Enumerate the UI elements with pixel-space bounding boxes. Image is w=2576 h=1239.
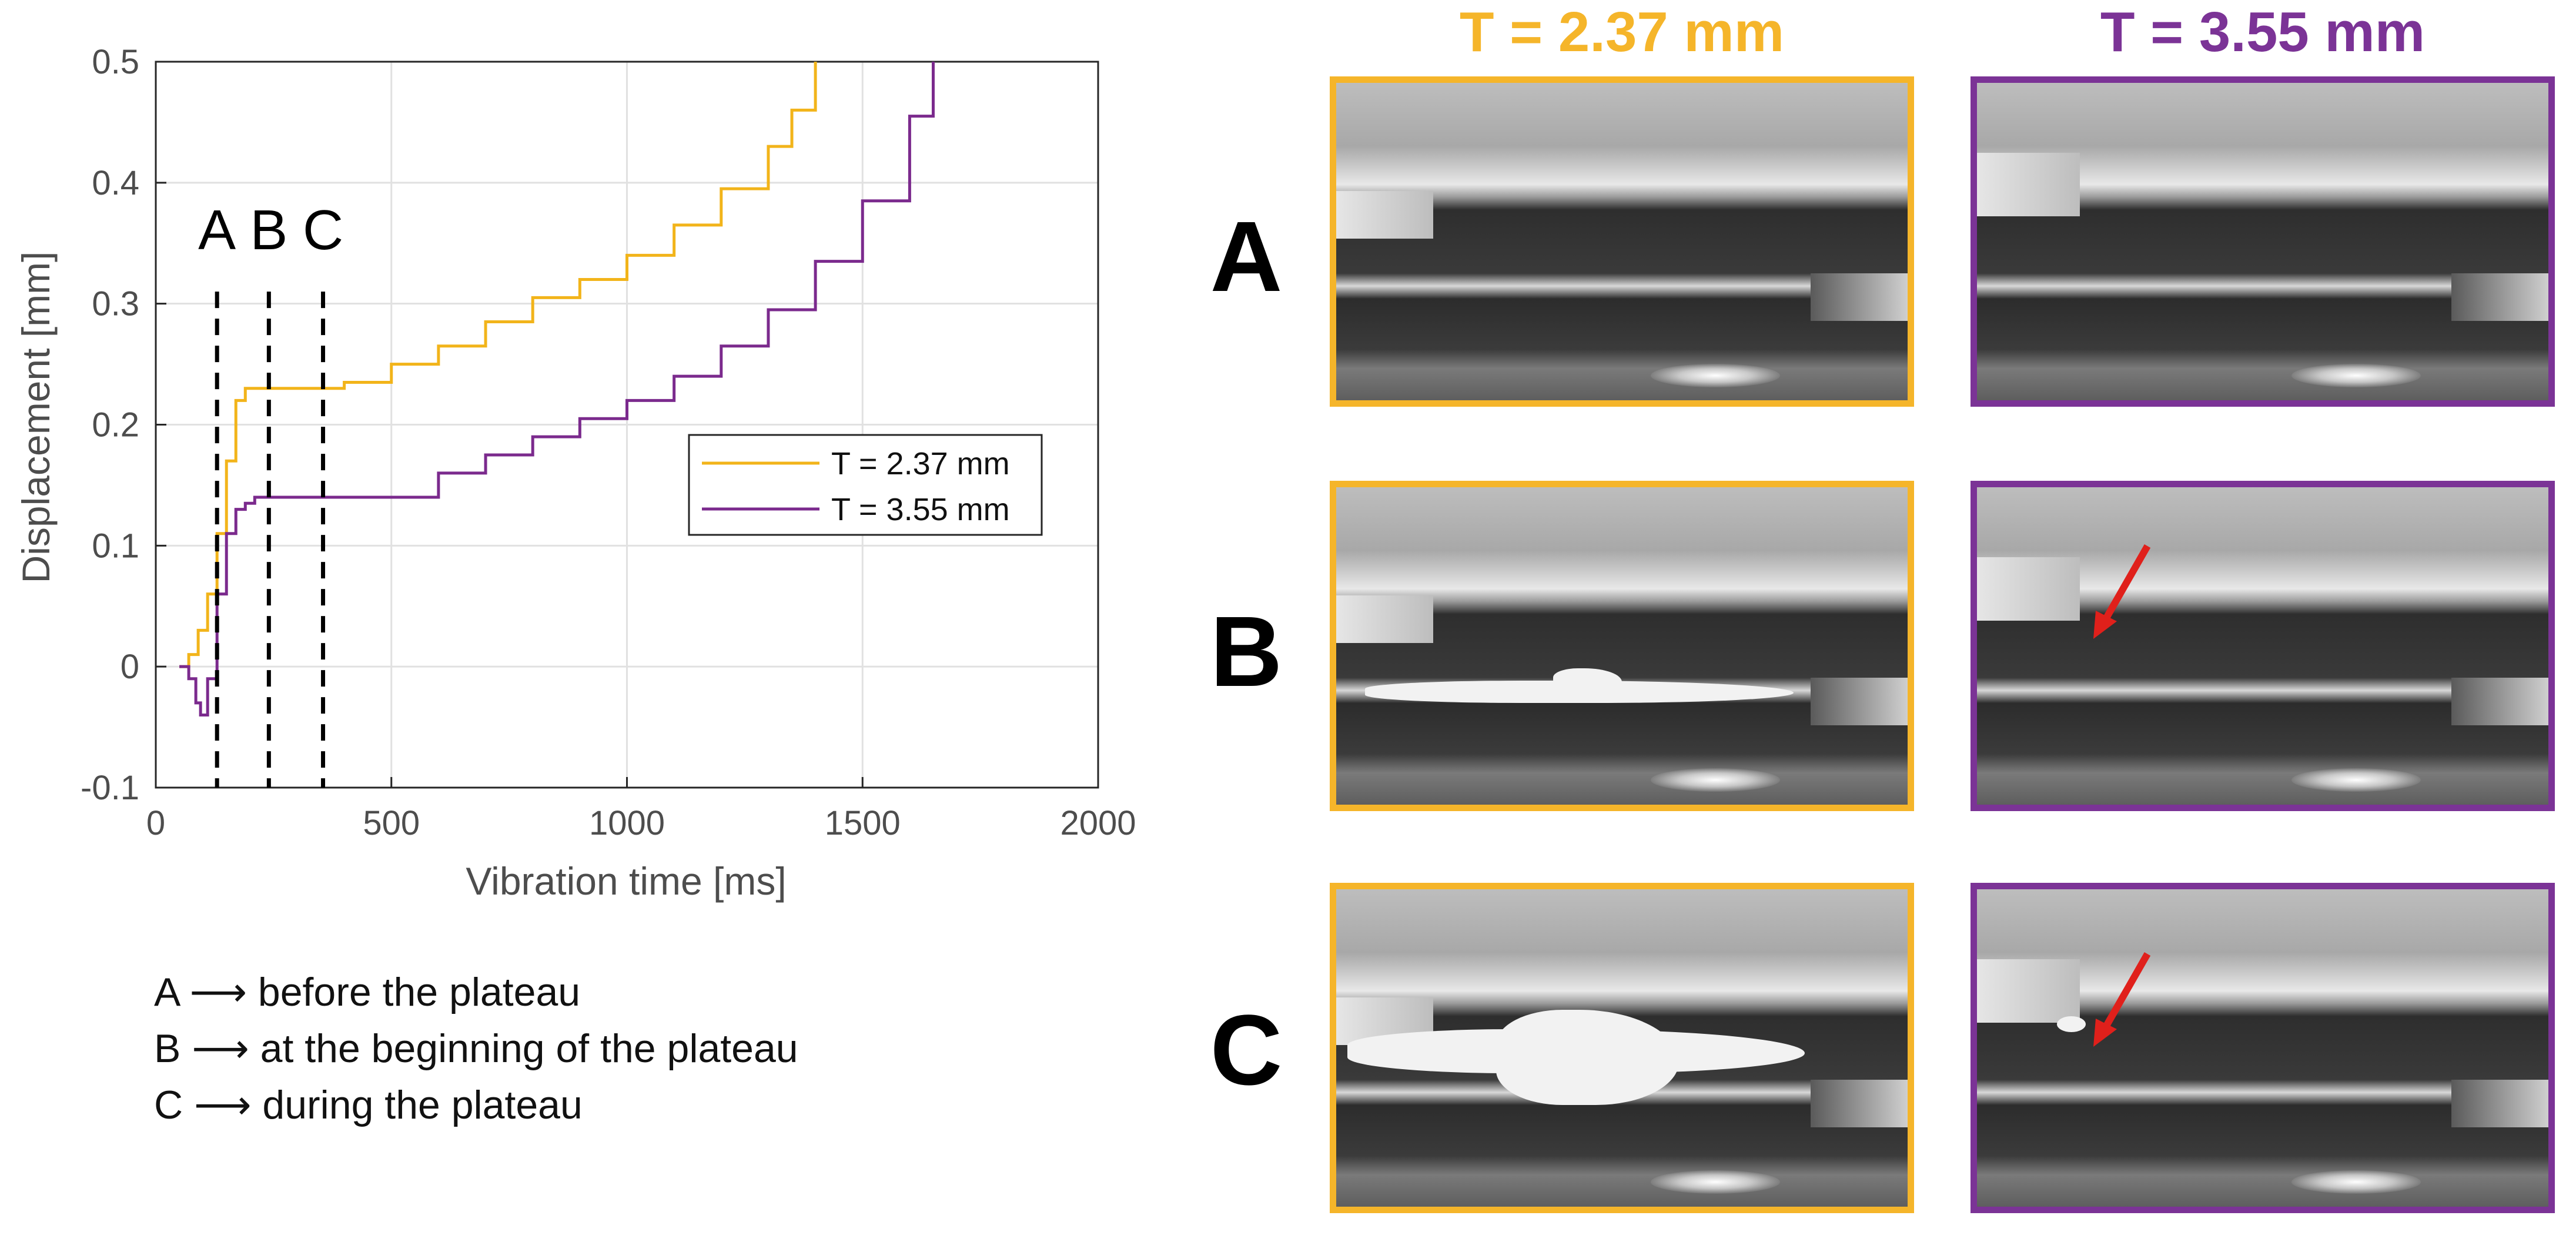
legend-label-1: T = 2.37 mm — [831, 446, 1010, 481]
red-arrow-icon — [2093, 544, 2151, 639]
x-tick-label: 2000 — [1060, 804, 1136, 842]
photo-b-237 — [1330, 481, 1914, 811]
legend: T = 2.37 mm T = 3.55 mm — [688, 434, 1043, 536]
y-axis-label: Displacement [mm] — [14, 252, 58, 584]
photo-c-355 — [1971, 883, 2555, 1213]
y-tick-label: -0.1 — [81, 769, 139, 807]
marker-label-c: C — [303, 199, 343, 262]
column-title-355: T = 3.55 mm — [2100, 1, 2426, 63]
row-label-a: A — [1210, 201, 1283, 313]
row-label-b: B — [1210, 596, 1283, 708]
marker-notes: A ⟶ before the plateau B ⟶ at the beginn… — [154, 964, 798, 1133]
note-b: B ⟶ at the beginning of the plateau — [154, 1026, 798, 1071]
marker-label-b: B — [250, 199, 287, 262]
y-tick-label: 0.5 — [92, 43, 139, 81]
legend-label-2: T = 3.55 mm — [831, 492, 1010, 527]
y-tick-label: 0.2 — [92, 406, 139, 444]
column-title-237: T = 2.37 mm — [1459, 1, 1785, 63]
red-arrow-icon — [2093, 952, 2151, 1047]
photo-b-355 — [1971, 481, 2555, 811]
x-tick-label: 500 — [363, 804, 420, 842]
series-line-1 — [179, 62, 817, 668]
marker-label-a: A — [198, 199, 236, 262]
y-tick-label: 0.1 — [92, 527, 139, 565]
y-tick-label: 0 — [121, 648, 139, 686]
axes: 0 500 1000 1500 2000-0.100.10.20.30.40.5 — [81, 43, 1136, 842]
x-axis-label: Vibration time [ms] — [466, 859, 786, 903]
legend-box — [688, 434, 1043, 536]
row-label-c: C — [1210, 994, 1283, 1106]
grid — [155, 61, 1099, 789]
x-tick-label: 1000 — [589, 804, 665, 842]
photo-c-237 — [1330, 883, 1914, 1213]
photo-a-355 — [1971, 76, 2555, 407]
y-tick-label: 0.3 — [92, 285, 139, 323]
x-tick-label: 1500 — [825, 804, 901, 842]
note-a: A ⟶ before the plateau — [154, 970, 581, 1014]
note-c: C ⟶ during the plateau — [154, 1083, 583, 1127]
series-line-2 — [179, 62, 935, 716]
y-tick-label: 0.4 — [92, 164, 139, 202]
photo-a-237 — [1330, 76, 1914, 407]
plot-frame — [155, 61, 1099, 789]
x-tick-label: 0 — [146, 804, 165, 842]
series-lines — [179, 62, 935, 716]
